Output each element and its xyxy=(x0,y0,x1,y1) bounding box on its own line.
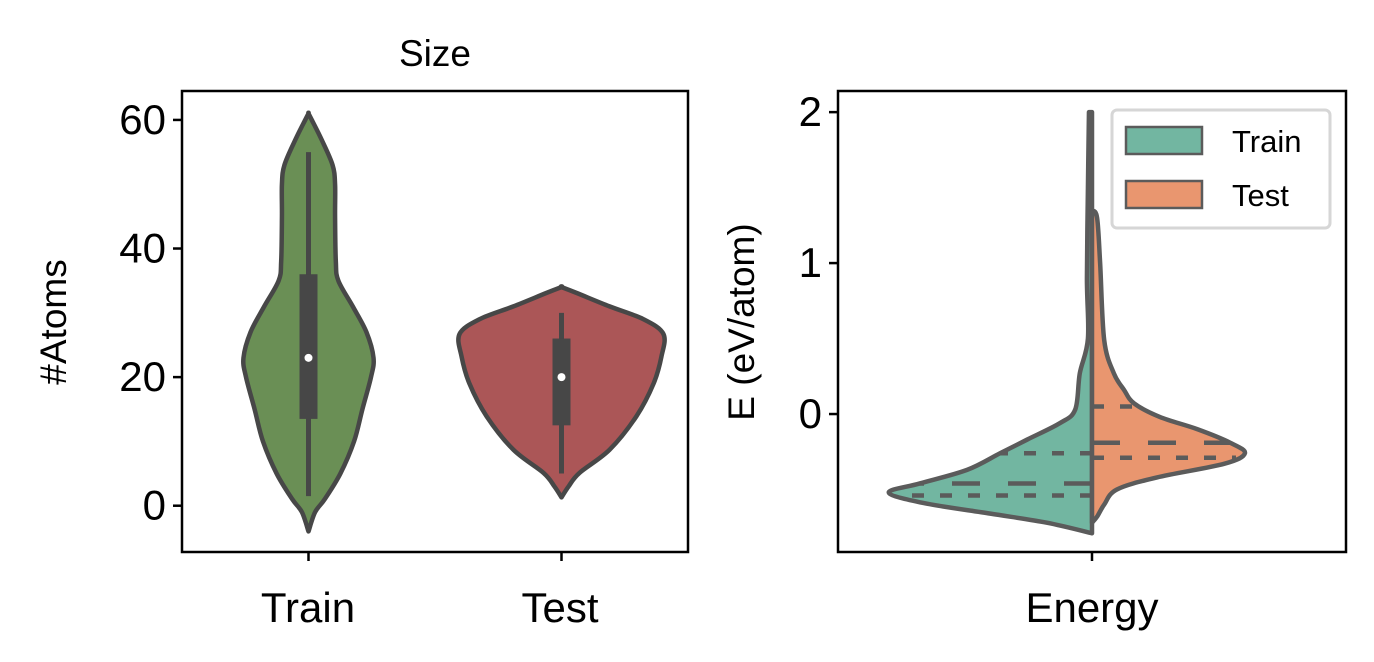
energy-y-axis-label: E (eV/atom) xyxy=(721,223,762,420)
iqr-box xyxy=(552,338,571,426)
half-violin-train xyxy=(886,109,1095,536)
size-y-tick-label: 40 xyxy=(119,225,166,272)
axes-frame xyxy=(836,89,1348,554)
axes-frame xyxy=(180,89,690,554)
legend: Train Test xyxy=(1110,108,1332,230)
energy-axes: 0 1 2 xyxy=(799,88,1348,561)
x-tick-label-energy: Energy xyxy=(1025,584,1158,631)
energy-y-tick-label: 2 xyxy=(799,88,822,135)
size-chart-title: Size xyxy=(399,33,471,74)
median-marker xyxy=(557,373,566,382)
legend-patch-train xyxy=(1124,125,1204,156)
size-y-tick-label: 60 xyxy=(119,96,166,143)
size-y-axis-label: #Atoms xyxy=(33,259,74,384)
iqr-box xyxy=(299,274,318,419)
energy-y-tick-label: 0 xyxy=(799,390,822,437)
legend-label-train: Train xyxy=(1232,124,1301,159)
half-violin-test xyxy=(1089,208,1248,525)
legend-patch-test xyxy=(1124,179,1204,210)
size-y-tick-label: 20 xyxy=(119,353,166,400)
x-tick-label-test: Test xyxy=(521,584,598,631)
median-marker xyxy=(304,353,313,362)
size-axes: 0 20 40 60 xyxy=(119,89,690,561)
size-y-tick-label: 0 xyxy=(143,482,166,529)
energy-y-tick-label: 1 xyxy=(799,239,822,286)
x-tick-label-train: Train xyxy=(261,584,355,631)
legend-label-test: Test xyxy=(1232,178,1289,213)
